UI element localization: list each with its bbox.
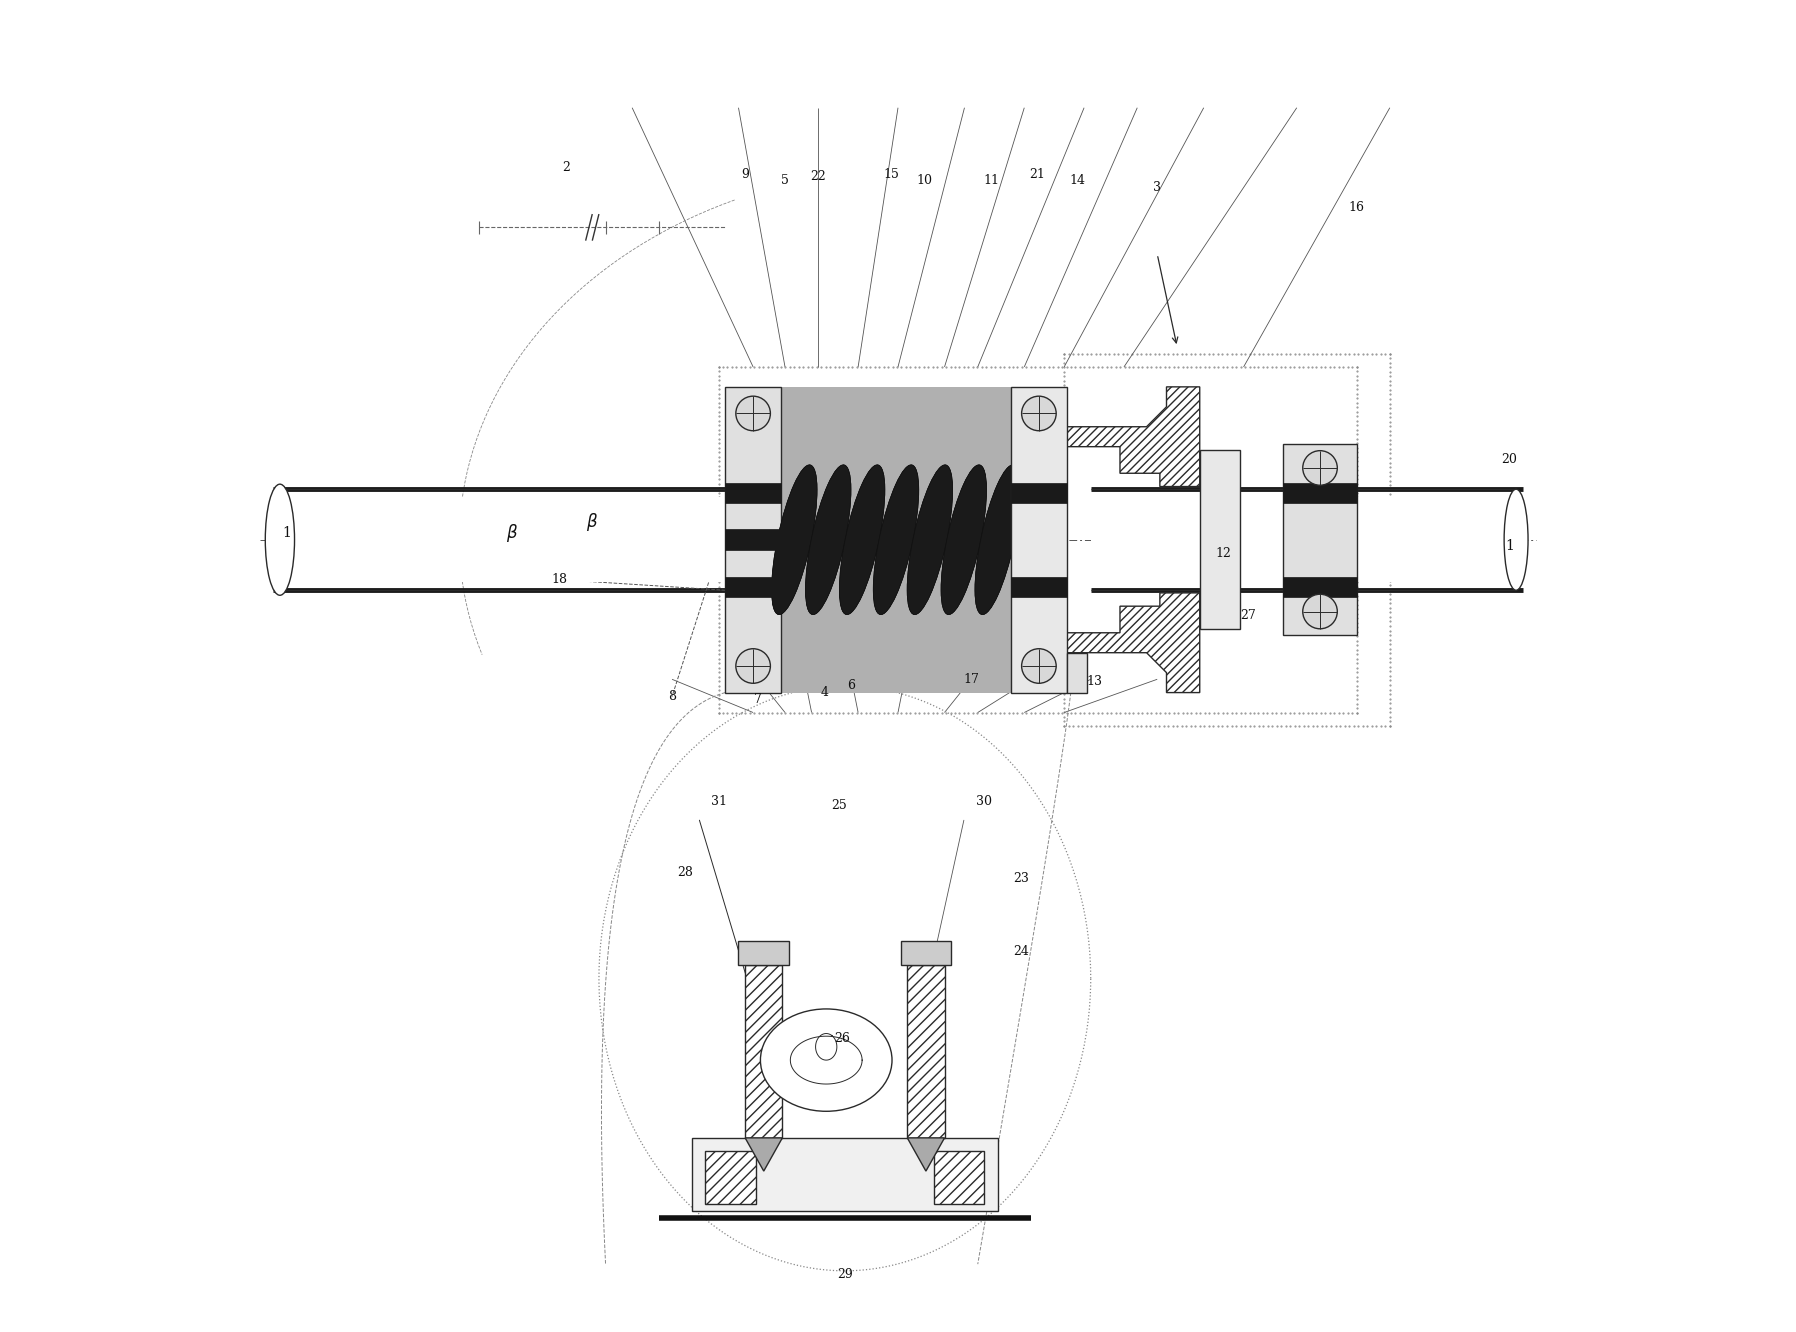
Bar — [1011, 482, 1067, 502]
Bar — [934, 1151, 984, 1204]
Circle shape — [736, 649, 770, 683]
Text: 16: 16 — [1349, 201, 1365, 214]
Bar — [1284, 577, 1356, 597]
Ellipse shape — [975, 465, 1020, 614]
Text: 30: 30 — [977, 795, 993, 809]
Bar — [1067, 653, 1087, 693]
Bar — [781, 386, 1011, 693]
Bar — [900, 942, 952, 966]
Text: 10: 10 — [916, 174, 932, 188]
Ellipse shape — [760, 1008, 893, 1111]
Polygon shape — [1067, 593, 1200, 693]
Bar — [273, 497, 726, 582]
Ellipse shape — [772, 465, 817, 614]
Bar — [1284, 482, 1356, 502]
Text: 27: 27 — [1239, 609, 1255, 622]
Ellipse shape — [873, 465, 920, 614]
Circle shape — [1302, 450, 1338, 485]
Ellipse shape — [873, 465, 920, 614]
Ellipse shape — [1503, 489, 1528, 590]
Text: 1: 1 — [282, 526, 291, 539]
Text: 22: 22 — [810, 170, 826, 184]
Bar — [706, 1151, 756, 1204]
Text: 3: 3 — [1153, 181, 1162, 194]
Text: $\beta$: $\beta$ — [585, 511, 598, 533]
Text: 5: 5 — [781, 174, 788, 188]
Text: 2: 2 — [562, 161, 569, 174]
Text: 1: 1 — [1505, 539, 1514, 553]
Ellipse shape — [805, 465, 851, 614]
Bar — [726, 577, 781, 597]
Bar — [1200, 450, 1239, 630]
Text: 6: 6 — [848, 679, 855, 693]
Text: 11: 11 — [982, 174, 999, 188]
Text: 17: 17 — [963, 673, 979, 686]
Circle shape — [1022, 396, 1056, 430]
Text: 23: 23 — [1013, 872, 1029, 886]
Ellipse shape — [975, 465, 1020, 614]
Text: 18: 18 — [551, 573, 568, 586]
Text: 31: 31 — [711, 795, 727, 809]
Bar — [691, 1138, 999, 1211]
Bar — [726, 386, 781, 693]
Text: 28: 28 — [677, 866, 693, 879]
Bar — [738, 942, 788, 966]
Text: $\beta$: $\beta$ — [506, 522, 519, 543]
Polygon shape — [1067, 386, 1200, 486]
Bar — [907, 966, 945, 1138]
Text: 20: 20 — [1501, 453, 1518, 466]
Ellipse shape — [907, 465, 952, 614]
Text: 29: 29 — [837, 1268, 853, 1281]
Text: 14: 14 — [1069, 174, 1085, 188]
Bar — [1011, 386, 1067, 693]
Bar — [726, 529, 781, 550]
Ellipse shape — [941, 465, 986, 614]
Text: 4: 4 — [821, 686, 830, 699]
Ellipse shape — [839, 465, 885, 614]
Bar — [1284, 444, 1356, 635]
Ellipse shape — [839, 465, 885, 614]
Circle shape — [736, 396, 770, 430]
Bar — [745, 966, 783, 1138]
Text: 25: 25 — [832, 799, 848, 813]
Bar — [726, 482, 781, 502]
Text: 24: 24 — [1013, 946, 1029, 958]
Ellipse shape — [266, 484, 295, 595]
Circle shape — [1022, 649, 1056, 683]
Text: 26: 26 — [833, 1032, 850, 1044]
Polygon shape — [745, 1138, 783, 1171]
Ellipse shape — [805, 465, 851, 614]
Bar — [1090, 497, 1523, 582]
Bar — [1011, 577, 1067, 597]
Ellipse shape — [907, 465, 952, 614]
Circle shape — [1302, 594, 1338, 629]
Ellipse shape — [941, 465, 986, 614]
Text: 7: 7 — [754, 693, 762, 706]
Text: 12: 12 — [1216, 546, 1232, 559]
Text: 21: 21 — [1029, 168, 1045, 181]
Text: 13: 13 — [1087, 675, 1103, 689]
Ellipse shape — [772, 465, 817, 614]
Text: 9: 9 — [742, 168, 749, 181]
Polygon shape — [907, 1138, 945, 1171]
Text: 15: 15 — [884, 168, 900, 181]
Text: 8: 8 — [668, 690, 675, 703]
